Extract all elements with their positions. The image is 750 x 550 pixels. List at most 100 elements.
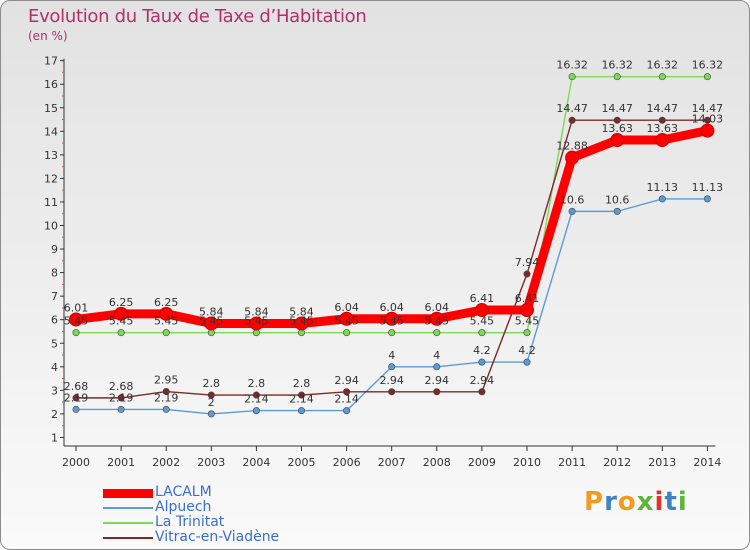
series-line-0 — [71, 126, 712, 328]
data-label: 14.47 — [556, 102, 588, 115]
data-label: 5.84 — [199, 305, 224, 318]
data-point — [700, 123, 715, 138]
data-point — [658, 73, 666, 81]
y-tick-label: 6 — [51, 314, 58, 327]
data-label: 5.45 — [334, 315, 359, 328]
y-tick-label: 15 — [44, 102, 58, 115]
data-label: 2 — [208, 396, 215, 409]
y-tick-label: 7 — [51, 290, 58, 303]
data-label: 5.45 — [470, 315, 495, 328]
chart-legend: LACALM Alpuech La Trinitat Vitrac-en-Viadèn… — [103, 484, 323, 545]
logo-letter: i — [677, 487, 688, 517]
data-label: 5.45 — [154, 315, 179, 328]
data-point — [207, 391, 215, 399]
data-label: 16.32 — [601, 59, 633, 72]
data-point — [613, 73, 621, 81]
data-label: 2.68 — [64, 380, 89, 393]
data-label: 2.19 — [64, 391, 89, 404]
data-label: 13.63 — [647, 122, 679, 135]
data-label: 16.32 — [556, 59, 588, 72]
data-label: 13.63 — [601, 122, 633, 135]
data-label: 4 — [388, 349, 395, 362]
data-label: 2.14 — [244, 393, 269, 406]
data-label: 5.45 — [379, 315, 404, 328]
data-point — [207, 410, 215, 418]
data-point — [658, 195, 666, 203]
legend-label: Vitrac-en-Viadène — [155, 529, 280, 545]
data-point — [433, 363, 441, 371]
data-label: 7.94 — [515, 256, 540, 269]
y-tick-label: 1 — [51, 431, 58, 444]
data-point — [162, 405, 170, 413]
data-point — [343, 329, 351, 337]
data-label: 14.03 — [692, 113, 724, 126]
legend-item: Alpuech — [103, 499, 323, 515]
logo-letter: t — [664, 487, 678, 517]
chart-unit-label: (en %) — [28, 29, 68, 43]
data-point — [252, 407, 260, 415]
data-point — [72, 405, 80, 413]
data-label: 14.47 — [601, 102, 633, 115]
series-points — [69, 73, 715, 418]
data-label: 2.68 — [109, 380, 134, 393]
x-tick-label: 2008 — [423, 456, 451, 469]
data-label: 2.8 — [293, 377, 311, 390]
data-label: 2.14 — [289, 393, 314, 406]
x-tick-label: 2011 — [558, 456, 586, 469]
logo-letter: i — [654, 487, 665, 517]
x-tick-label: 2006 — [333, 456, 361, 469]
data-point — [388, 388, 396, 396]
data-point — [343, 407, 351, 415]
legend-label: Alpuech — [155, 499, 212, 515]
legend-swatch — [103, 488, 153, 498]
data-label: 6.04 — [379, 301, 404, 314]
x-tick-label: 2009 — [468, 456, 496, 469]
data-point — [610, 133, 625, 148]
series-data-labels: 6.01 6.25 6.25 5.84 5.84 5.84 6.04 6.04 6.04 6.41… — [64, 59, 723, 409]
data-label: 2.19 — [154, 391, 179, 404]
data-label: 6.25 — [154, 296, 179, 309]
data-point — [339, 311, 354, 326]
x-tick-label: 2002 — [152, 456, 180, 469]
y-tick-label: 11 — [44, 196, 58, 209]
data-point — [162, 388, 170, 396]
data-point — [613, 207, 621, 215]
data-label: 2.8 — [203, 377, 221, 390]
data-point — [297, 407, 305, 415]
data-point — [703, 116, 711, 124]
data-point — [72, 329, 80, 337]
data-point — [343, 388, 351, 396]
data-label: 2.19 — [109, 391, 134, 404]
data-label: 5.45 — [109, 315, 134, 328]
data-point — [388, 363, 396, 371]
legend-label: LACALM — [155, 484, 212, 500]
data-label: 11.13 — [647, 181, 679, 194]
data-point — [523, 358, 531, 366]
y-tick-label: 16 — [44, 78, 58, 91]
data-label: 2.95 — [154, 374, 179, 387]
data-point — [297, 391, 305, 399]
y-tick-label: 4 — [51, 361, 58, 374]
data-point — [703, 195, 711, 203]
data-label: 4.2 — [473, 344, 491, 357]
data-point — [478, 388, 486, 396]
data-label: 16.32 — [692, 59, 724, 72]
logo-letter: r — [604, 487, 618, 517]
data-label: 6.41 — [470, 292, 495, 305]
y-tick-label: 10 — [44, 220, 58, 233]
logo-letter: o — [617, 487, 637, 517]
x-tick-label: 2003 — [197, 456, 225, 469]
data-point — [568, 73, 576, 81]
data-label: 6.04 — [334, 301, 359, 314]
data-label: 5.45 — [64, 315, 89, 328]
data-label: 6.25 — [109, 296, 134, 309]
legend-label: La Trinitat — [155, 514, 225, 530]
data-label: 4 — [433, 349, 440, 362]
proxiti-logo: Proxiti — [584, 487, 688, 517]
data-label: 12.88 — [556, 140, 588, 153]
data-point — [568, 116, 576, 124]
data-label: 14.47 — [692, 102, 724, 115]
data-label: 14.47 — [647, 102, 679, 115]
